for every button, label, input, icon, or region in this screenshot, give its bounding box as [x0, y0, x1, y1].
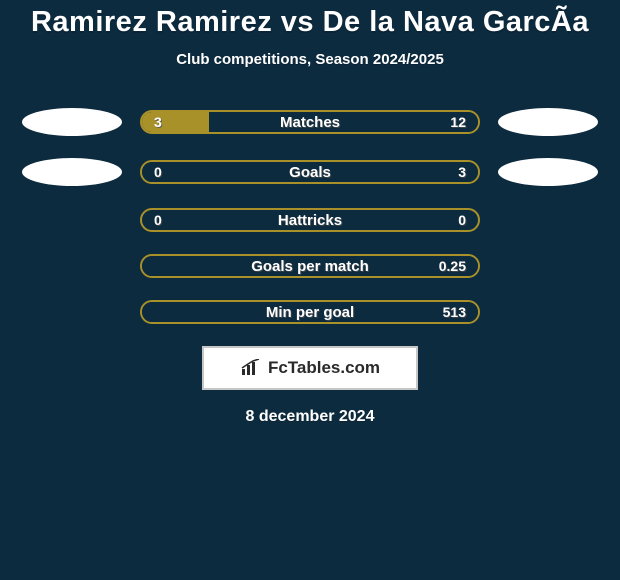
stat-label: Goals per match — [142, 256, 478, 276]
stat-right-value: 3 — [458, 162, 466, 182]
player-left-marker — [22, 108, 122, 136]
logo-box: FcTables.com — [202, 346, 418, 390]
stat-right-value: 0 — [458, 210, 466, 230]
stat-bar: Goals per match0.25 — [140, 254, 480, 278]
page-subtitle: Club competitions, Season 2024/2025 — [0, 51, 620, 68]
stat-rows: 3Matches120Goals30Hattricks0Goals per ma… — [0, 108, 620, 324]
stat-bar: 0Goals3 — [140, 160, 480, 184]
stat-label: Matches — [142, 112, 478, 132]
bar-chart-icon — [240, 359, 262, 377]
player-right-marker — [498, 108, 598, 136]
page-title: Ramirez Ramirez vs De la Nava GarcÃ­a — [0, 0, 620, 39]
player-right-marker — [498, 158, 598, 186]
stat-right-value: 12 — [450, 112, 466, 132]
stat-bar: 3Matches12 — [140, 110, 480, 134]
stat-label: Hattricks — [142, 210, 478, 230]
stat-bar: Min per goal513 — [140, 300, 480, 324]
date-text: 8 december 2024 — [0, 408, 620, 426]
stat-bar: 0Hattricks0 — [140, 208, 480, 232]
stat-right-value: 513 — [443, 302, 466, 322]
stat-row: 0Goals3 — [0, 158, 620, 186]
stat-row: 3Matches12 — [0, 108, 620, 136]
comparison-card: Ramirez Ramirez vs De la Nava GarcÃ­a Cl… — [0, 0, 620, 580]
stat-right-value: 0.25 — [439, 256, 466, 276]
stat-label: Min per goal — [142, 302, 478, 322]
stat-row: Goals per match0.25 — [0, 254, 620, 278]
player-left-marker — [22, 158, 122, 186]
stat-row: Min per goal513 — [0, 300, 620, 324]
logo-text: FcTables.com — [268, 358, 380, 378]
stat-label: Goals — [142, 162, 478, 182]
stat-row: 0Hattricks0 — [0, 208, 620, 232]
